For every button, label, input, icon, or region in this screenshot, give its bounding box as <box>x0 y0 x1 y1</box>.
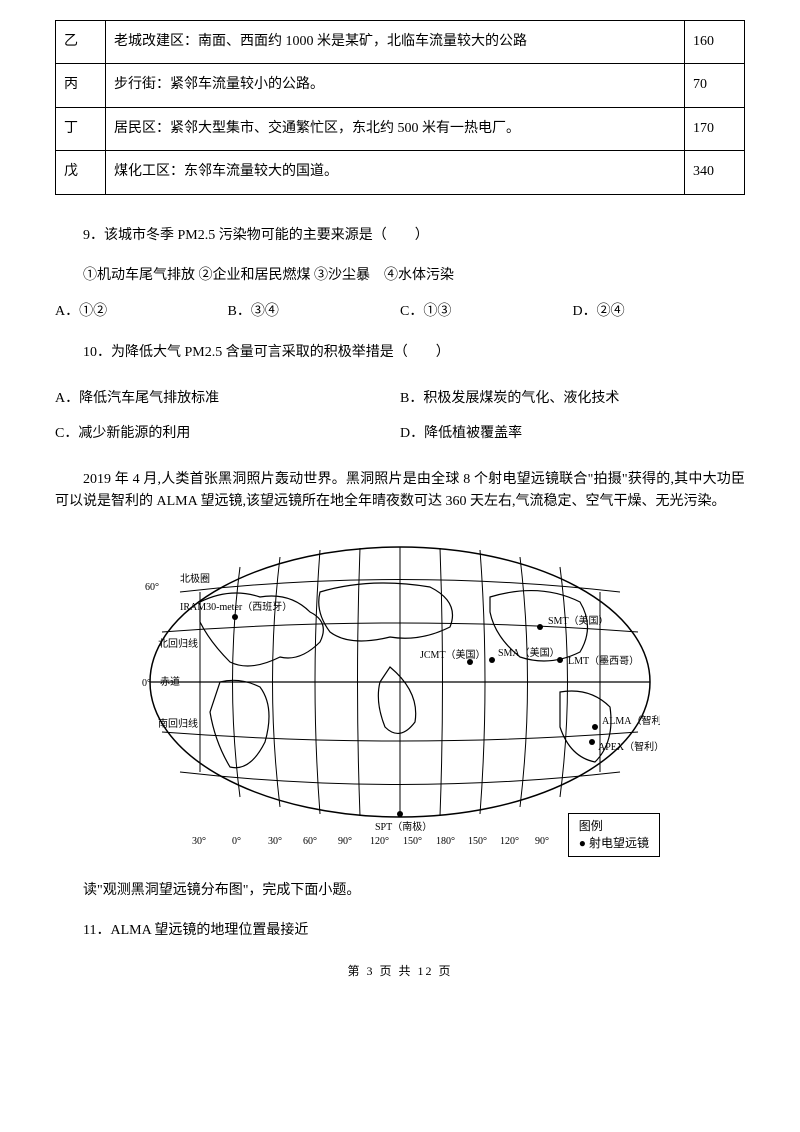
option-c: C．减少新能源的利用 <box>55 423 400 445</box>
row-value: 160 <box>685 21 745 64</box>
row-value: 340 <box>685 151 745 194</box>
row-desc: 步行街：紧邻车流量较小的公路。 <box>106 64 685 107</box>
lat-label: 0° <box>142 678 151 689</box>
row-label: 丙 <box>56 64 106 107</box>
option-b: B．积极发展煤炭的气化、液化技术 <box>400 388 745 410</box>
legend-item: ● 射电望远镜 <box>579 835 649 852</box>
row-label: 丁 <box>56 107 106 150</box>
question-9-text: 9．该城市冬季 PM2.5 污染物可能的主要来源是（ ） <box>55 225 745 247</box>
row-desc: 居民区：紧邻大型集市、交通繁忙区，东北约 500 米有一热电厂。 <box>106 107 685 150</box>
svg-text:120°: 120° <box>370 836 389 847</box>
world-map: IRAM30-meter（西班牙） SMT（美国） JCMT（美国） SMA（美… <box>140 532 660 862</box>
equator-label: 赤道 <box>160 675 180 688</box>
legend-title: 图例 <box>579 818 649 835</box>
map-legend: 图例 ● 射电望远镜 <box>568 813 660 857</box>
row-value: 70 <box>685 64 745 107</box>
svg-text:180°: 180° <box>436 836 455 847</box>
option-d: D．降低植被覆盖率 <box>400 423 745 445</box>
row-label: 戊 <box>56 151 106 194</box>
svg-text:30°: 30° <box>192 836 206 847</box>
option-a: A．①② <box>55 301 228 323</box>
site-label: SMA（美国） <box>498 646 560 659</box>
context-paragraph: 2019 年 4 月,人类首张黑洞照片轰动世界。黑洞照片是由全球 8 个射电望远… <box>55 469 745 514</box>
option-d: D．②④ <box>573 301 746 323</box>
svg-text:0°: 0° <box>232 836 241 847</box>
row-desc: 老城改建区：南面、西面约 1000 米是某矿，北临车流量较大的公路 <box>106 21 685 64</box>
question-10-text: 10．为降低大气 PM2.5 含量可言采取的积极举措是（ ） <box>55 342 745 364</box>
option-a: A．降低汽车尾气排放标准 <box>55 388 400 410</box>
option-b: B．③④ <box>228 301 401 323</box>
svg-text:90°: 90° <box>338 836 352 847</box>
table-row: 戊 煤化工区：东邻车流量较大的国道。 340 <box>56 151 745 194</box>
svg-text:120°: 120° <box>500 836 519 847</box>
monitoring-table: 乙 老城改建区：南面、西面约 1000 米是某矿，北临车流量较大的公路 160 … <box>55 20 745 195</box>
site-label: ALMA（智利） <box>602 714 660 727</box>
table-row: 丙 步行街：紧邻车流量较小的公路。 70 <box>56 64 745 107</box>
question-10-options: A．降低汽车尾气排放标准 B．积极发展煤炭的气化、液化技术 C．减少新能源的利用… <box>55 382 745 451</box>
svg-text:150°: 150° <box>403 836 422 847</box>
question-9-options: A．①② B．③④ C．①③ D．②④ <box>55 301 745 323</box>
table-row: 乙 老城改建区：南面、西面约 1000 米是某矿，北临车流量较大的公路 160 <box>56 21 745 64</box>
question-11-text: 11．ALMA 望远镜的地理位置最接近 <box>55 920 745 942</box>
site-label: IRAM30-meter（西班牙） <box>180 601 292 613</box>
svg-text:150°: 150° <box>468 836 487 847</box>
svg-text:60°: 60° <box>303 836 317 847</box>
site-label: LMT（墨西哥） <box>568 655 639 667</box>
svg-text:30°: 30° <box>268 836 282 847</box>
site-label: APEX（智利） <box>598 740 660 753</box>
question-9-items: ①机动车尾气排放 ②企业和居民燃煤 ③沙尘暴 ④水体污染 <box>55 265 745 287</box>
table-row: 丁 居民区：紧邻大型集市、交通繁忙区，东北约 500 米有一热电厂。 170 <box>56 107 745 150</box>
site-label: JCMT（美国） <box>420 648 486 661</box>
site-label: SMT（美国） <box>548 614 609 627</box>
row-value: 170 <box>685 107 745 150</box>
row-desc: 煤化工区：东邻车流量较大的国道。 <box>106 151 685 194</box>
lat-label: 60° <box>145 582 159 593</box>
tropic-n-label: 北回归线 <box>158 637 198 650</box>
arctic-label: 北极圈 <box>180 572 210 585</box>
option-c: C．①③ <box>400 301 573 323</box>
svg-text:90°: 90° <box>535 836 549 847</box>
map-caption: 读"观测黑洞望远镜分布图"，完成下面小题。 <box>55 880 745 902</box>
tropic-s-label: 南回归线 <box>158 717 198 730</box>
row-label: 乙 <box>56 21 106 64</box>
site-label: SPT（南极） <box>375 820 432 833</box>
page-footer: 第 3 页 共 12 页 <box>55 962 745 981</box>
